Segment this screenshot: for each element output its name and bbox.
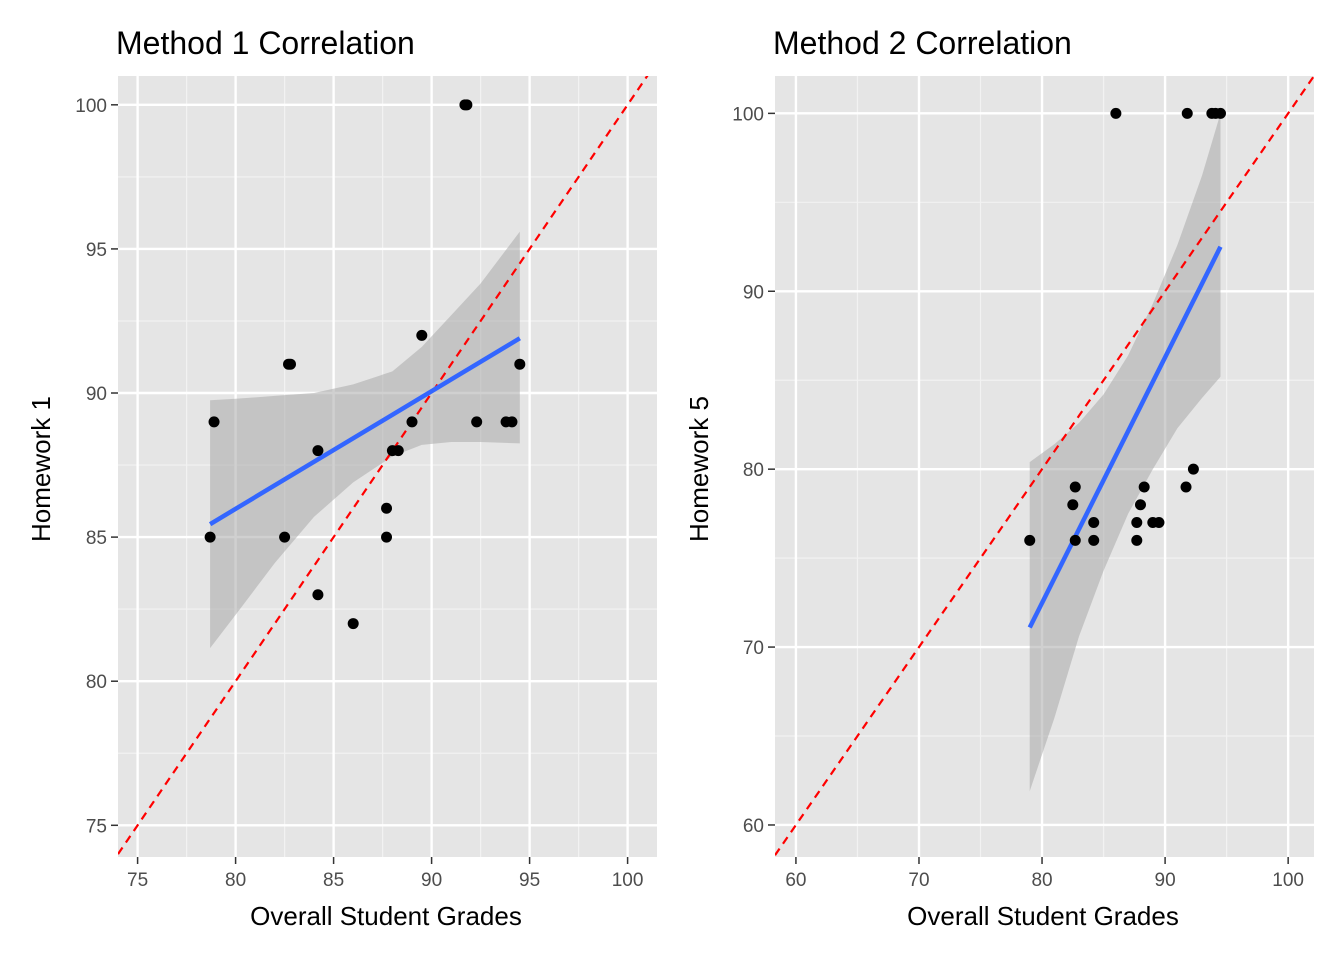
method-2-x-tick-label: 90 [1155, 870, 1176, 891]
method-2-y-tick-label: 90 [743, 282, 764, 303]
method-1-x-tick-label: 95 [519, 870, 540, 891]
method-2-x-tick-label: 70 [908, 870, 929, 891]
method-2-x-axis-title: Overall Student Grades [907, 901, 1179, 931]
method-1-x-tick-label: 90 [421, 870, 442, 891]
method-1-data-point [514, 358, 526, 370]
method-2-y-tick-label: 80 [743, 460, 764, 481]
method-2-data-point [1131, 517, 1143, 529]
method-1-fit-line [208, 336, 521, 527]
method-1-x-tick-label: 100 [612, 870, 644, 891]
method-2-data-point [1214, 107, 1226, 119]
method-2-confidence-band [1029, 113, 1221, 792]
method-1-data-point [279, 531, 291, 543]
method-1-data-point [381, 502, 393, 514]
method-1-y-tick-label: 95 [86, 240, 107, 261]
method-2-data-point [1134, 499, 1146, 511]
method-1-data-point [471, 416, 483, 428]
method-2-data-point [1069, 481, 1081, 493]
method-2-data-point [1088, 534, 1100, 546]
method-2-y-tick-label: 100 [732, 104, 764, 125]
method-1-data-point [312, 589, 324, 601]
method-1-panel: Method 1 Correlation 75 80 85 90 95 100 75 80 85… [26, 25, 657, 931]
method-1-data-point [381, 531, 393, 543]
method-1-confidence-band-layer [210, 231, 520, 649]
method-1-confidence-band [210, 231, 520, 649]
method-1-y-tick-label: 75 [86, 816, 107, 837]
method-2-data-point [1153, 517, 1165, 529]
method-1-y-tick-label: 85 [86, 528, 107, 549]
method-1-x-axis-title: Overall Student Grades [250, 901, 522, 931]
method-2-data-point [1069, 534, 1081, 546]
method-2-data-point [1180, 481, 1192, 493]
method-2-reference-line [775, 76, 1314, 856]
method-2-points [1024, 107, 1226, 546]
method-1-data-point [461, 99, 473, 111]
method-1-plot-background [118, 76, 657, 857]
method-1-data-point [312, 445, 324, 457]
method-2-data-point [1131, 534, 1143, 546]
method-2-axis-ticks: 60 70 80 90 100 60 70 80 90 100 [732, 104, 1304, 891]
method-1-data-point [506, 416, 518, 428]
method-2-x-tick-label: 80 [1031, 870, 1052, 891]
method-1-y-tick-label: 100 [75, 96, 107, 117]
method-2-data-point [1138, 481, 1150, 493]
method-1-data-point [416, 329, 428, 341]
method-2-y-axis-title: Homework 5 [684, 396, 714, 542]
method-2-data-point [1181, 107, 1193, 119]
method-1-y-tick-label: 90 [86, 384, 107, 405]
method-1-data-point [204, 531, 216, 543]
method-1-reference-line [118, 76, 649, 855]
method-2-title: Method 2 Correlation [773, 25, 1072, 61]
method-2-data-point [1088, 517, 1100, 529]
method-2-panel: Method 2 Correlation 60 70 80 90 100 60 70 80 90… [684, 25, 1314, 931]
method-2-data-point [1067, 499, 1079, 511]
method-2-x-tick-label: 100 [1272, 870, 1304, 891]
method-1-y-axis-title: Homework 1 [26, 396, 56, 542]
method-1-data-point [347, 618, 359, 630]
method-2-x-tick-label: 60 [785, 870, 806, 891]
method-1-x-tick-label: 85 [323, 870, 344, 891]
method-1-fit-layer [208, 336, 521, 527]
method-1-data-point [392, 445, 404, 457]
method-1-reference-layer [118, 76, 649, 855]
method-1-data-point [406, 416, 418, 428]
method-2-fit-line [1027, 245, 1223, 629]
method-1-data-point [208, 416, 220, 428]
method-1-x-tick-label: 80 [225, 870, 246, 891]
method-2-fit-layer [1027, 245, 1223, 629]
method-1-points [204, 99, 526, 630]
method-1-title: Method 1 Correlation [116, 25, 415, 61]
method-1-y-tick-label: 80 [86, 672, 107, 693]
method-1-axis-ticks: 75 80 85 90 95 100 75 80 85 90 95 100 [75, 96, 643, 891]
method-2-reference-layer [775, 76, 1314, 856]
method-2-confidence-band-layer [1029, 113, 1221, 792]
method-2-data-point [1024, 534, 1036, 546]
method-2-y-tick-label: 70 [743, 638, 764, 659]
method-2-data-point [1187, 463, 1199, 475]
method-1-data-point [284, 358, 296, 370]
method-1-x-tick-label: 75 [127, 870, 148, 891]
method-2-data-point [1110, 107, 1122, 119]
method-2-y-tick-label: 60 [743, 816, 764, 837]
